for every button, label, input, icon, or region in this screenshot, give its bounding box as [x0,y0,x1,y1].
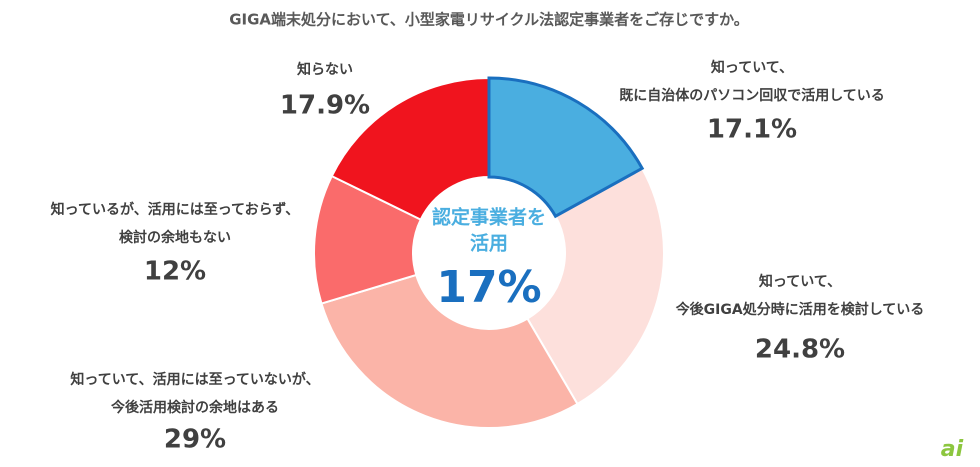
center-value: 17% [436,262,541,313]
donut-slice [330,76,490,221]
slice-label: 知っているが、活用には至っておらず、 [51,201,300,218]
slice-label: 今後活用検討の余地はある [110,399,279,416]
donut-slice [526,166,665,406]
slice-label: 知っていて、 [759,273,841,290]
value-label: 29% [164,425,226,455]
slice-label: 知らない [297,61,353,78]
slice-label: 知っていて、活用には至っていないが、 [70,371,319,388]
donut-slice [320,273,579,429]
slice-label: 既に自治体のパソコン回収で活用している [619,87,885,104]
value-label: 17.9% [280,91,370,121]
center-text: 活用 [470,232,508,255]
value-label: 12% [144,257,206,287]
slice-label: 今後GIGA処分時に活用を検討している [675,301,925,318]
chart-title: GIGA端末処分において、小型家電リサイクル法認定事業者をご存じですか。 [229,11,749,29]
slice-label: 知っていて、 [711,59,793,76]
donut-slice [487,76,645,219]
slice-label: 検討の余地もない [119,229,231,246]
center-text: 認定事業者を [432,206,546,229]
value-label: 24.8% [755,335,845,365]
watermark: ai [941,437,964,462]
value-label: 17.1% [707,115,797,145]
